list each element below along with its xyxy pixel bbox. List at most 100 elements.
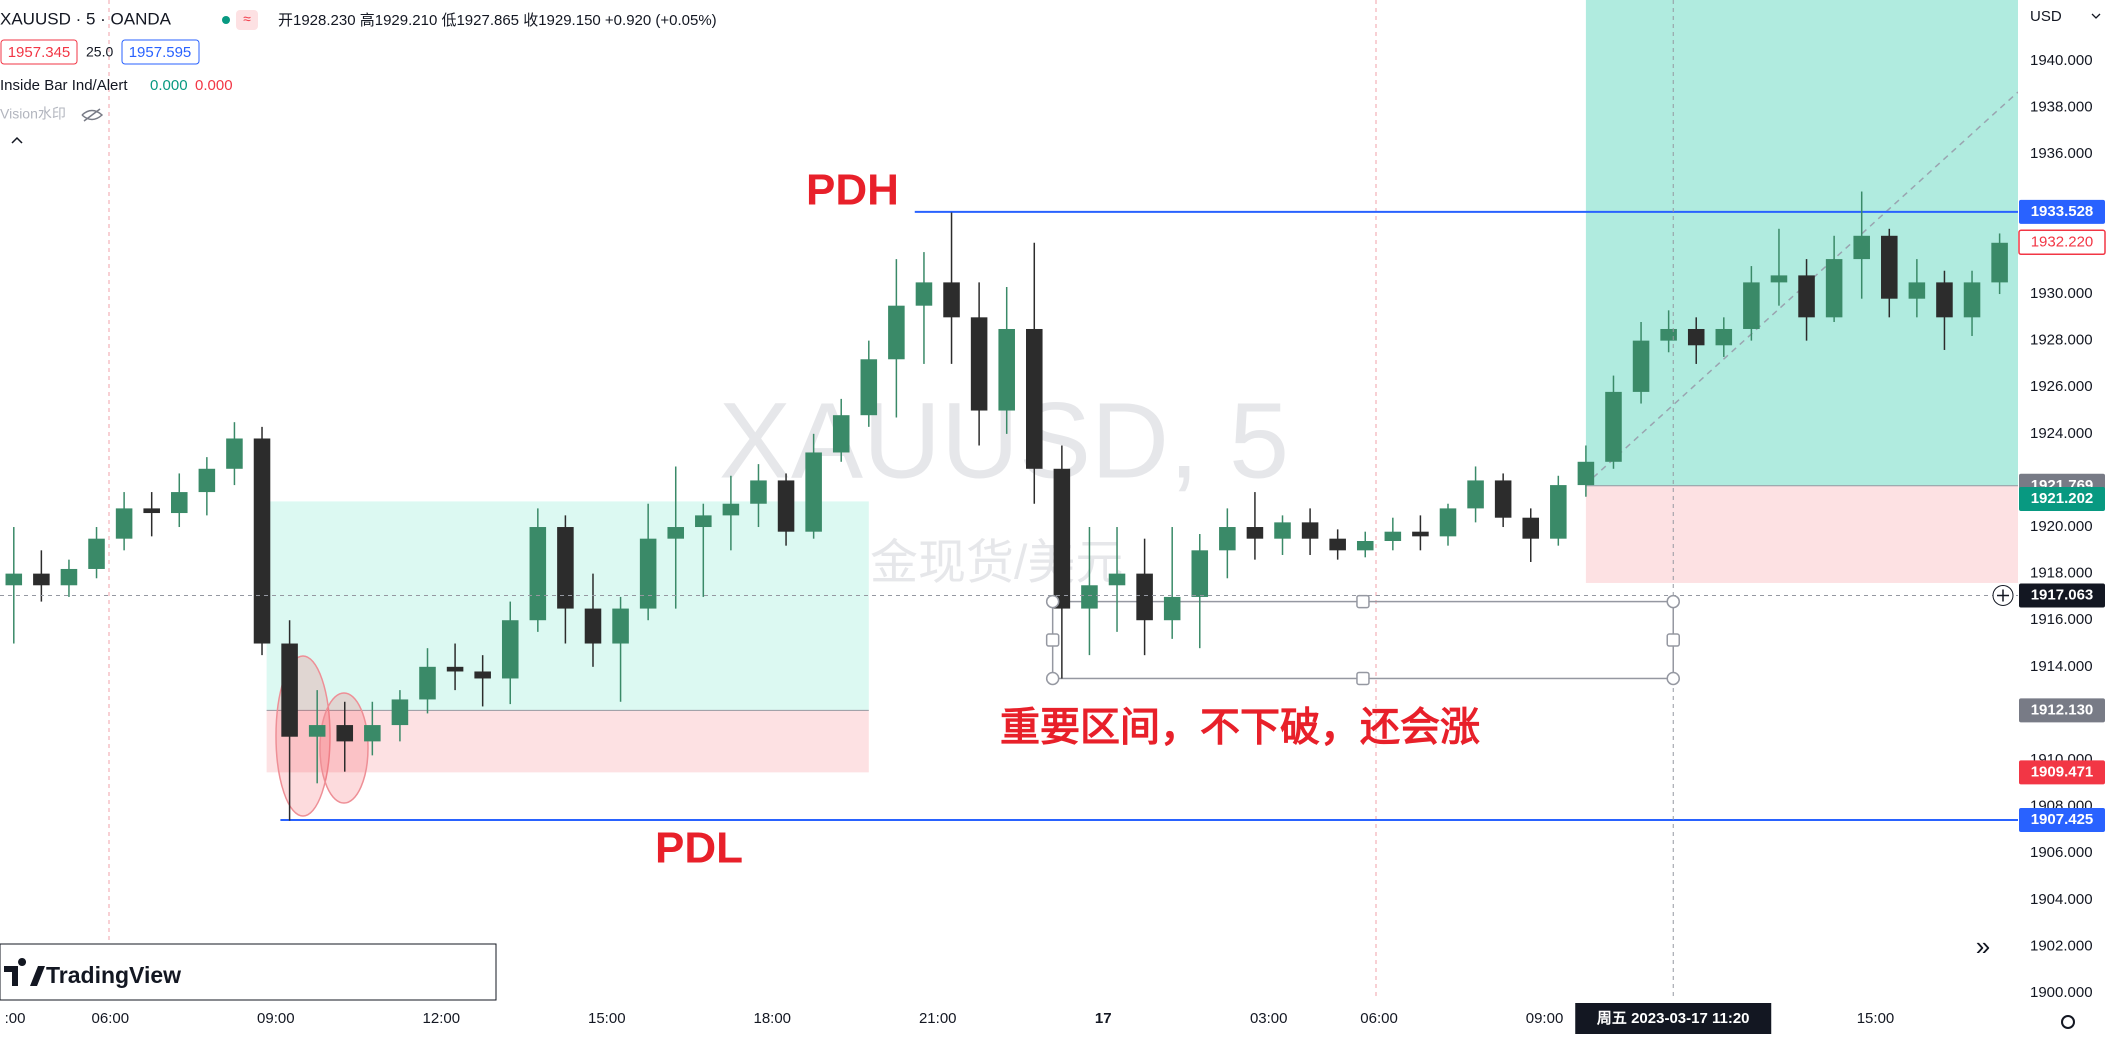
candle-body <box>1798 275 1815 318</box>
scroll-right[interactable]: » <box>1976 931 1990 961</box>
x-tick-label: 21:00 <box>919 1010 957 1027</box>
candle-body <box>1108 573 1126 586</box>
highlight-ellipse[interactable] <box>319 692 369 804</box>
y-tick-label: 1936.000 <box>2030 145 2093 162</box>
hide-icon[interactable] <box>81 108 104 122</box>
collapse-icon[interactable] <box>11 136 23 144</box>
candle-body <box>1301 522 1319 539</box>
candle-body <box>1522 517 1540 539</box>
price-label-box <box>2019 583 2105 608</box>
rect-handle[interactable] <box>1356 594 1370 609</box>
y-tick-label: 1940.000 <box>2030 52 2093 69</box>
rect-handle[interactable] <box>1045 671 1060 686</box>
price-labels: 1933.5281932.2201921.7691921.2021917.063… <box>1992 199 2106 833</box>
trend-line[interactable] <box>1584 91 2018 486</box>
candle-body <box>308 725 326 737</box>
price-label-box <box>2019 199 2105 224</box>
candle-body <box>1770 275 1788 283</box>
candle-body <box>943 282 960 318</box>
bid-box[interactable] <box>0 39 78 65</box>
y-tick-label: 1924.000 <box>2030 425 2093 442</box>
ask: 1957.595 <box>129 44 192 61</box>
candle-body <box>143 508 160 514</box>
rect-handle[interactable] <box>1045 633 1060 647</box>
target-zone[interactable] <box>1585 0 2018 486</box>
y-tick-label: 1928.000 <box>2030 332 2093 349</box>
candle-body <box>253 438 271 644</box>
candle-body <box>860 359 878 416</box>
rect-handle[interactable] <box>1666 633 1680 647</box>
candle-body <box>281 643 298 737</box>
x-tick-label: 03:00 <box>1250 1010 1288 1027</box>
candle-body <box>777 480 795 532</box>
candle-body <box>1605 391 1622 462</box>
candle-body <box>1550 485 1567 539</box>
currency-dropdown[interactable] <box>2091 13 2101 19</box>
candle-body <box>998 328 1015 411</box>
y-tick-label: 1902.000 <box>2030 937 2093 954</box>
price-label-box <box>2019 487 2105 512</box>
crosshair-time: 周五 2023-03-17 11:20 <box>1597 1010 1750 1027</box>
ohlc-legend: 开1928.230 高1929.210 低1927.865 收1929.150 … <box>278 12 717 29</box>
watermark-toggle: Vision水印 <box>0 106 66 122</box>
candle-body <box>1991 242 2008 283</box>
y-tick-label: 1900.000 <box>2030 984 2093 1001</box>
x-tick-label: 09:00 <box>1526 1010 1564 1027</box>
candle-body <box>1053 468 1071 609</box>
x-tick-label: 18:00 <box>753 1010 791 1027</box>
candle-body <box>1356 541 1374 551</box>
candle-body <box>557 527 574 609</box>
time-axis-bg <box>0 1000 2114 1044</box>
price-label-box <box>2019 760 2105 785</box>
candle-body <box>1963 282 1981 318</box>
overlay <box>0 0 2018 1000</box>
candle-body <box>888 305 905 360</box>
candle-body <box>60 568 78 586</box>
indicator-name: Inside Bar Ind/Alert <box>0 77 128 94</box>
rect-handle[interactable] <box>1356 671 1370 686</box>
candle-body <box>5 573 23 586</box>
candle-body <box>1467 480 1484 509</box>
status-icon[interactable] <box>236 10 258 30</box>
level-label: PDH <box>806 166 899 215</box>
annotations: 重要区间，不下破，还会涨 PDH PDL <box>655 166 1480 873</box>
x-tick-label: 06:00 <box>1360 1010 1398 1027</box>
price-label: 1909.471 <box>2031 763 2094 780</box>
settings-icon[interactable] <box>2061 1015 2075 1029</box>
y-tick-label: 1920.000 <box>2030 518 2093 535</box>
candle-body <box>1412 531 1429 537</box>
x-tick-label: 15:00 <box>1857 1010 1895 1027</box>
x-tick-label: 15:00 <box>588 1010 626 1027</box>
ask-box[interactable] <box>121 39 200 65</box>
watermark-sub: 黄金现货/美元 <box>822 537 1123 590</box>
rect-handle[interactable] <box>1045 594 1060 609</box>
y-tick-label: 1938.000 <box>2030 99 2093 116</box>
bid: 1957.345 <box>8 44 71 61</box>
price-label: 1933.528 <box>2031 203 2094 220</box>
candle-body <box>1439 508 1457 537</box>
price-label-box <box>2019 698 2105 723</box>
plot-area <box>0 0 2018 1000</box>
x-tick-label: 17 <box>1095 1010 1112 1027</box>
y-tick-label: 1914.000 <box>2030 658 2093 675</box>
candle-body <box>474 671 491 679</box>
candle-body <box>1687 328 1705 346</box>
candle-body <box>695 515 712 528</box>
stop-zone[interactable] <box>1585 485 2018 583</box>
y-tick-label: 1918.000 <box>2030 565 2093 582</box>
candle-body <box>198 468 216 493</box>
candles <box>5 191 2008 821</box>
candle-body <box>1715 328 1733 346</box>
candle-body <box>750 480 767 504</box>
rect-handle[interactable] <box>1666 594 1680 609</box>
rect-handle[interactable] <box>1666 671 1680 686</box>
candle-body <box>1191 550 1209 597</box>
y-tick-label: 1930.000 <box>2030 285 2093 302</box>
candle-body <box>639 538 657 609</box>
candle-body <box>612 608 629 644</box>
header: XAUUSD · 5 · OANDA ≈ 开1928.230 高1929.210… <box>0 9 717 144</box>
candle-body <box>915 282 933 306</box>
crosshair-time-box <box>1575 1003 1772 1034</box>
